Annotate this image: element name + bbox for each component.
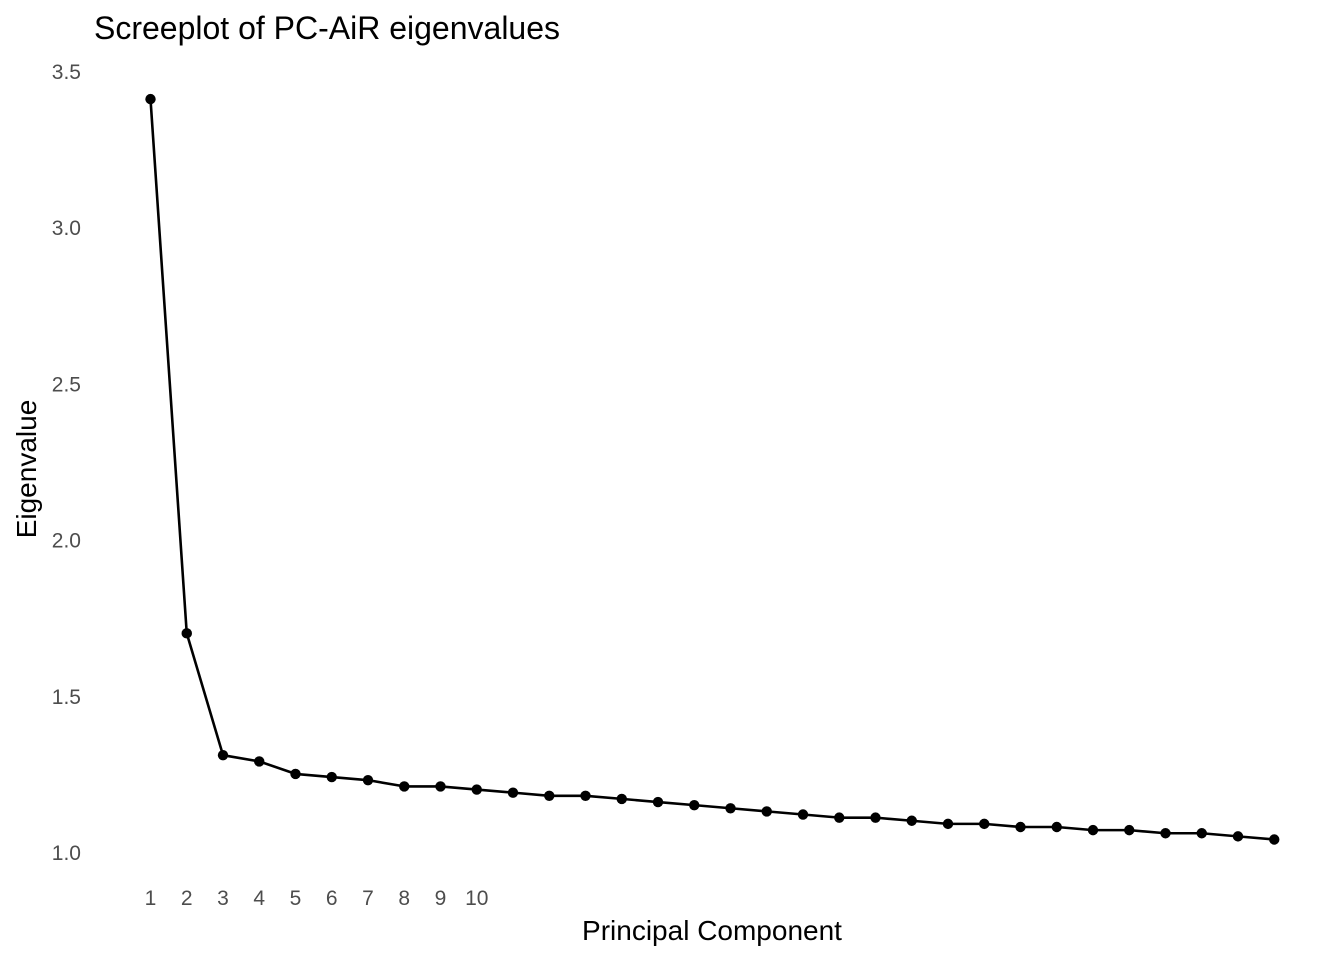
chart-title: Screeplot of PC-AiR eigenvalues xyxy=(94,10,560,46)
series-line xyxy=(149,99,1275,841)
data-point xyxy=(1232,831,1244,842)
x-tick-label: 6 xyxy=(326,887,338,910)
data-point xyxy=(254,756,265,767)
data-point xyxy=(362,774,374,786)
data-point xyxy=(435,781,446,792)
data-point xyxy=(761,806,772,817)
y-axis-ticks: 1.0 1.5 2.0 2.5 3.0 3.5 xyxy=(52,61,81,865)
data-point xyxy=(834,812,845,823)
x-axis-title: Principal Component xyxy=(582,915,842,946)
data-point xyxy=(1196,828,1207,839)
data-point xyxy=(616,793,627,805)
x-tick-label: 3 xyxy=(217,887,229,910)
data-point xyxy=(1087,824,1099,836)
x-tick-label: 8 xyxy=(398,887,410,910)
y-tick-label: 3.5 xyxy=(52,61,81,84)
data-point xyxy=(870,812,881,823)
data-point xyxy=(471,784,482,795)
y-tick-label: 2.5 xyxy=(52,373,81,396)
x-tick-label: 5 xyxy=(290,887,302,910)
data-point xyxy=(507,787,519,798)
data-point xyxy=(725,803,736,814)
data-point xyxy=(1269,834,1280,845)
y-tick-label: 2.0 xyxy=(52,530,81,553)
data-point xyxy=(580,790,591,801)
data-point xyxy=(1160,828,1171,839)
data-point xyxy=(906,815,917,826)
data-point xyxy=(942,818,954,830)
x-tick-label: 1 xyxy=(145,887,157,910)
data-point xyxy=(979,818,990,830)
x-tick-label: 2 xyxy=(181,887,193,910)
x-tick-label: 9 xyxy=(435,887,447,910)
y-tick-label: 3.0 xyxy=(52,217,81,240)
x-tick-label: 10 xyxy=(465,887,488,910)
data-point xyxy=(326,771,337,783)
data-point xyxy=(1124,824,1135,836)
y-tick-label: 1.5 xyxy=(52,686,81,709)
data-point xyxy=(399,781,410,792)
data-point xyxy=(544,790,555,801)
data-point xyxy=(290,768,301,780)
series-layer xyxy=(145,93,1280,845)
data-point xyxy=(217,749,229,761)
x-tick-label: 7 xyxy=(362,887,374,910)
y-tick-label: 1.0 xyxy=(52,842,81,865)
data-point xyxy=(652,796,664,808)
data-point xyxy=(181,628,192,639)
data-point xyxy=(145,93,156,105)
x-axis-ticks: 1 2 3 4 5 6 7 8 9 10 xyxy=(145,887,489,910)
y-axis-title: Eigenvalue xyxy=(11,400,42,539)
x-tick-label: 4 xyxy=(253,887,265,910)
data-point xyxy=(797,809,809,820)
data-point xyxy=(1051,821,1062,833)
data-point xyxy=(1015,821,1026,833)
data-point xyxy=(689,799,700,811)
